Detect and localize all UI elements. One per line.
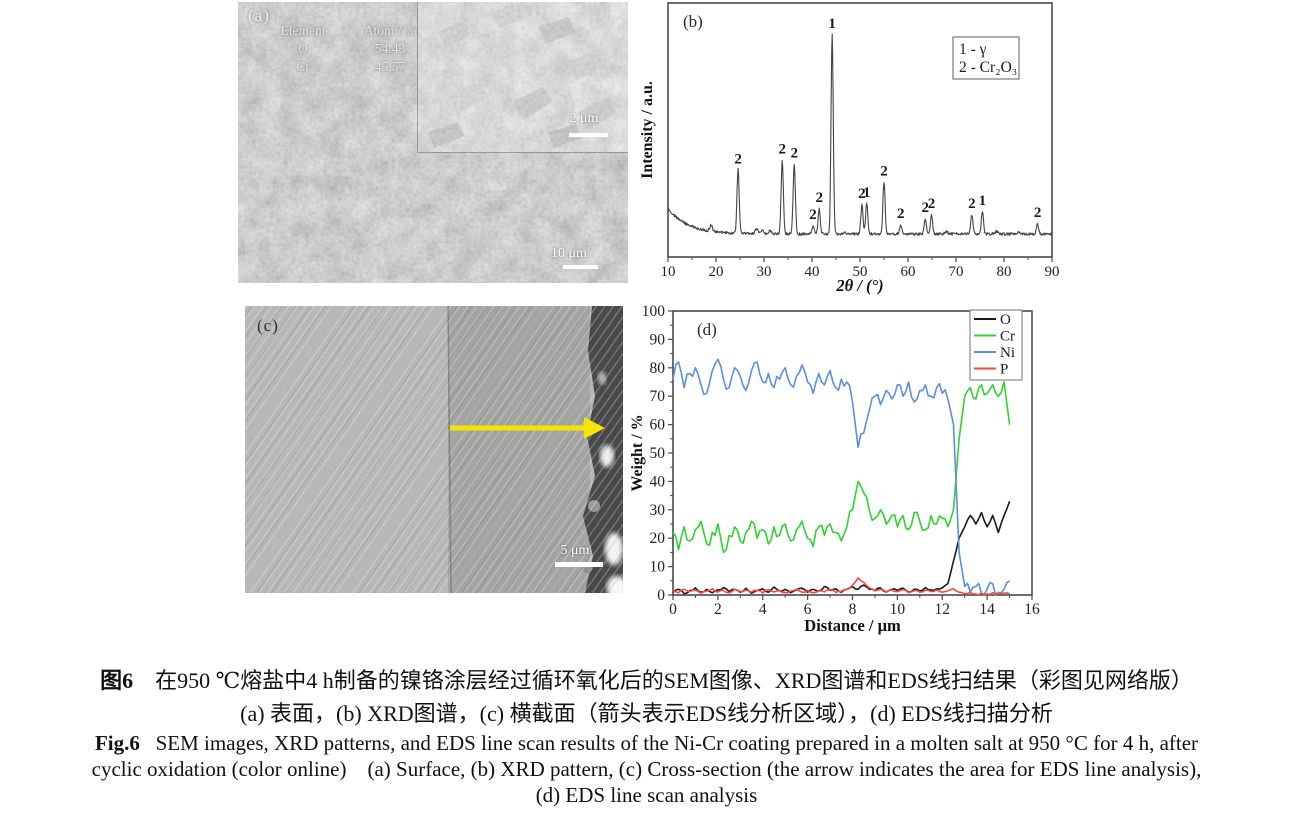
caption-en-fig-no: Fig.6 bbox=[94, 731, 140, 755]
panel-a-label: (a) bbox=[248, 6, 270, 25]
eds-table-row: Cr 45.57 bbox=[264, 58, 438, 76]
xrd-x-tick-label: 30 bbox=[757, 264, 772, 280]
xrd-peak-label: 2 bbox=[922, 200, 930, 216]
eds-x-tick-label: 10 bbox=[890, 601, 906, 618]
eds-y-tick-label: 30 bbox=[650, 502, 666, 519]
eds-y-tick-label: 40 bbox=[650, 473, 666, 490]
xrd-x-tick-label: 40 bbox=[805, 264, 820, 280]
figure-caption: 图6 在950 ℃熔盐中4 h制备的镍铬涂层经过循环氧化后的SEM图像、XRD图… bbox=[0, 664, 1293, 808]
xrd-peak-label: 2 bbox=[809, 207, 817, 223]
xrd-peak-label: 1 bbox=[863, 185, 871, 201]
eds-series-Ni bbox=[672, 358, 1011, 596]
eds-y-axis-title: Weight / % bbox=[630, 414, 646, 491]
eds-series-Cr bbox=[672, 381, 1011, 554]
xrd-x-tick-label: 50 bbox=[853, 264, 868, 280]
cross-section-texture bbox=[245, 306, 623, 593]
xrd-peak-label: 2 bbox=[897, 206, 905, 222]
xrd-x-tick-label: 20 bbox=[709, 264, 724, 280]
eds-row-element: Cr bbox=[296, 59, 310, 74]
xrd-legend-entry: 2 - Cr₂O₃ bbox=[959, 59, 1017, 76]
eds-y-tick-label: 90 bbox=[650, 331, 666, 348]
eds-y-tick-label: 0 bbox=[657, 587, 665, 604]
eds-x-tick-label: 2 bbox=[714, 601, 722, 618]
eds-series-O bbox=[672, 501, 1011, 595]
xrd-y-axis-title: Intensity / a.u. bbox=[640, 81, 656, 179]
eds-table-row: O 54.43 bbox=[264, 40, 438, 58]
xrd-x-axis-title: 2θ / (°) bbox=[835, 276, 883, 295]
caption-cn-fig-no: 图6 bbox=[100, 668, 134, 693]
xrd-x-tick-label: 70 bbox=[949, 264, 964, 280]
eds-y-tick-label: 50 bbox=[650, 445, 666, 462]
caption-en-line1: Fig.6 SEM images, XRD patterns, and EDS … bbox=[94, 731, 1199, 755]
caption-cn-line2: (a) 表面，(b) XRD图谱，(c) 横截面（箭头表示EDS线分析区域），(… bbox=[240, 701, 1053, 726]
eds-y-tick-label: 20 bbox=[650, 530, 666, 547]
eds-legend-entry: O bbox=[1000, 312, 1011, 328]
xrd-peak-label: 1 bbox=[828, 16, 836, 32]
caption-en-line3: (d) EDS line scan analysis bbox=[535, 783, 758, 807]
xrd-x-tick-label: 80 bbox=[997, 264, 1012, 280]
eds-y-tick-label: 100 bbox=[642, 303, 666, 320]
panel-c-label: (c) bbox=[257, 316, 279, 335]
eds-x-tick-label: 16 bbox=[1024, 601, 1040, 618]
xrd-peak-label: 2 bbox=[778, 141, 786, 157]
eds-x-tick-label: 14 bbox=[979, 601, 995, 618]
panel-a-eds-table: Element Atom / % O 54.43 Cr 45.57 bbox=[264, 22, 438, 76]
xrd-legend-entry: 1 - γ bbox=[959, 41, 987, 58]
xrd-peak-label: 2 bbox=[858, 186, 866, 202]
xrd-x-tick-label: 10 bbox=[661, 264, 676, 280]
xrd-peak-label: 1 bbox=[979, 193, 987, 209]
xrd-peak-label: 2 bbox=[790, 145, 798, 161]
panel-c-scalebar bbox=[555, 562, 603, 567]
eds-x-axis-title: Distance / μm bbox=[804, 616, 901, 635]
panel-a-scalebar bbox=[563, 265, 598, 269]
xrd-peak-label: 2 bbox=[968, 196, 976, 212]
xrd-x-tick-label: 60 bbox=[901, 264, 916, 280]
panel-a-sem-surface: (a) Element Atom / % O 54.43 Cr 45.57 bbox=[238, 2, 628, 283]
eds-x-tick-label: 8 bbox=[849, 601, 857, 618]
xrd-peak-label: 2 bbox=[815, 190, 823, 206]
eds-x-tick-label: 4 bbox=[759, 601, 767, 618]
xrd-peak-label: 2 bbox=[880, 163, 888, 179]
panel-d-label: (d) bbox=[697, 320, 717, 339]
xrd-x-tick-label: 90 bbox=[1045, 264, 1060, 280]
eds-x-tick-label: 12 bbox=[935, 601, 951, 618]
eds-legend-entry: Cr bbox=[1000, 329, 1015, 345]
eds-y-tick-label: 10 bbox=[650, 559, 666, 576]
eds-y-tick-label: 70 bbox=[650, 388, 666, 405]
panel-d-eds-chart: 0 2 4 6 8 10 12 14 16 0 10 20 30 40 50 60 70 80 90 100 OCrNi… bbox=[630, 303, 1040, 635]
eds-x-tick-label: 6 bbox=[804, 601, 812, 618]
xrd-curve bbox=[667, 33, 1053, 236]
eds-row-element: O bbox=[298, 41, 308, 56]
xrd-peak-label: 2 bbox=[734, 151, 742, 167]
eds-legend-entry: P bbox=[1000, 362, 1008, 378]
eds-y-tick-label: 60 bbox=[650, 417, 666, 434]
panel-c-scalebar-label: 5 μm bbox=[560, 543, 590, 558]
eds-legend-entry: Ni bbox=[1000, 345, 1015, 361]
eds-row-value: 45.57 bbox=[374, 59, 406, 74]
eds-series-P bbox=[672, 577, 1010, 596]
eds-x-tick-label: 0 bbox=[669, 601, 677, 618]
eds-table-header-element: Element bbox=[280, 23, 326, 38]
xrd-peak-label: 2 bbox=[928, 196, 936, 212]
eds-line-arrow bbox=[450, 417, 605, 439]
caption-en-line2: cyclic oxidation (color online) (a) Surf… bbox=[91, 757, 1202, 781]
xrd-peak-label: 2 bbox=[1034, 205, 1042, 221]
eds-row-value: 54.43 bbox=[374, 41, 406, 56]
sem-inset-texture bbox=[418, 2, 628, 152]
inset-scalebar bbox=[569, 133, 608, 137]
panel-a-inset-sem: 2 μm bbox=[417, 2, 628, 153]
eds-y-tick-label: 80 bbox=[650, 360, 666, 377]
panel-a-scalebar-label: 10 μm bbox=[551, 246, 587, 261]
inset-scalebar-label: 2 μm bbox=[569, 111, 599, 126]
panel-c-cross-section: (c) 5 μm bbox=[245, 306, 623, 593]
eds-table-header-atom: Atom / % bbox=[363, 23, 417, 38]
caption-cn-line1: 图6 在950 ℃熔盐中4 h制备的镍铬涂层经过循环氧化后的SEM图像、XRD图… bbox=[100, 668, 1193, 693]
xrd-legend-box bbox=[952, 36, 1020, 80]
panel-b-label: (b) bbox=[683, 12, 703, 31]
